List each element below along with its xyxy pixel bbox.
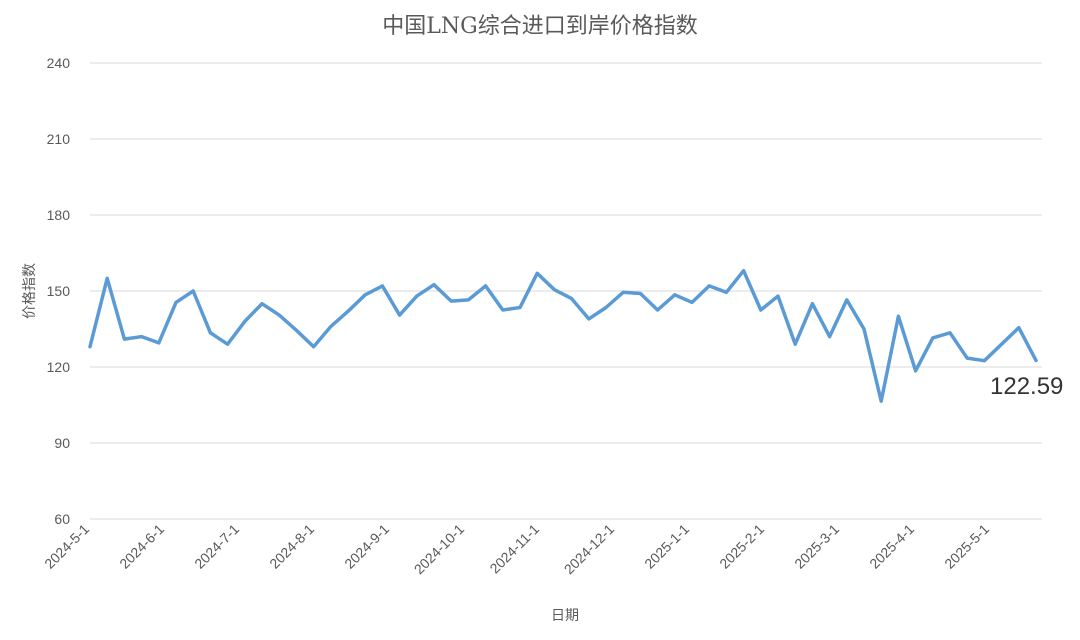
data-point (673, 293, 677, 297)
data-point (312, 345, 316, 349)
data-point (724, 290, 728, 294)
data-point (380, 284, 384, 288)
data-point (484, 284, 488, 288)
data-point (759, 308, 763, 312)
data-point (260, 302, 264, 306)
data-point (742, 269, 746, 273)
data-point (140, 335, 144, 339)
x-tick-label: 2024-8-1 (266, 521, 317, 572)
data-point (845, 298, 849, 302)
x-tick-label: 2025-1-1 (641, 521, 692, 572)
data-point (277, 313, 281, 317)
data-point (174, 300, 178, 304)
y-tick-label: 60 (54, 511, 70, 527)
last-value-label: 122.59 (990, 373, 1063, 400)
x-tick-label: 2025-2-1 (716, 521, 767, 572)
y-tick-label: 240 (47, 55, 71, 71)
data-point (1034, 358, 1038, 362)
data-point (363, 293, 367, 297)
data-point (621, 290, 625, 294)
data-point (466, 298, 470, 302)
data-point (501, 308, 505, 312)
data-point (810, 302, 814, 306)
data-point (776, 294, 780, 298)
data-point (879, 399, 883, 403)
x-axis-ticks: 2024-5-1 2024-6-1 2024-7-1 2024-8-1 2024-9-1… (41, 521, 992, 578)
data-point (896, 314, 900, 318)
x-tick-label: 2024-9-1 (341, 521, 392, 572)
data-point (587, 317, 591, 321)
data-point (88, 345, 92, 349)
x-tick-label: 2025-3-1 (791, 521, 842, 572)
x-tick-label: 2024-12-1 (561, 521, 618, 578)
data-point (105, 276, 109, 280)
x-axis-title: 日期 (551, 608, 579, 624)
series-line (88, 268, 1038, 403)
data-point (1000, 342, 1004, 346)
data-point (415, 294, 419, 298)
data-point (535, 271, 539, 275)
y-axis-ticks: 60 90 120 150 180 210 240 (47, 55, 71, 527)
data-point (226, 342, 230, 346)
data-point (208, 331, 212, 335)
x-tick-label: 2024-7-1 (191, 521, 242, 572)
data-point (656, 308, 660, 312)
data-point (982, 359, 986, 363)
data-point (604, 305, 608, 309)
data-point (449, 299, 453, 303)
data-point (432, 283, 436, 287)
data-point (690, 300, 694, 304)
x-tick-label: 2024-5-1 (41, 521, 92, 572)
data-point (707, 284, 711, 288)
x-tick-label: 2024-10-1 (411, 521, 468, 578)
data-point (638, 292, 642, 296)
series-layer (88, 268, 1038, 403)
data-point (346, 309, 350, 313)
y-tick-label: 90 (54, 435, 70, 451)
data-point (948, 331, 952, 335)
data-point (965, 356, 969, 360)
x-tick-label: 2025-4-1 (866, 521, 917, 572)
y-tick-label: 150 (47, 283, 71, 299)
y-tick-label: 210 (47, 131, 71, 147)
data-point (191, 289, 195, 293)
gridlines (90, 62, 1042, 520)
data-point (828, 335, 832, 339)
data-point (1017, 326, 1021, 330)
y-tick-label: 120 (47, 359, 71, 375)
x-tick-label: 2025-5-1 (941, 521, 992, 572)
data-point (398, 313, 402, 317)
data-point (552, 288, 556, 292)
data-point (862, 327, 866, 331)
data-point (157, 341, 161, 345)
data-point (122, 337, 126, 341)
x-tick-label: 2024-11-1 (486, 521, 542, 577)
data-point (329, 324, 333, 328)
data-point (914, 369, 918, 373)
chart-title: 中国LNG综合进口到岸价格指数 (382, 14, 697, 39)
y-axis-title: 价格指数 (22, 263, 38, 319)
data-point (570, 297, 574, 301)
data-point (518, 305, 522, 309)
data-point (294, 328, 298, 332)
data-point (243, 319, 247, 323)
data-point (931, 336, 935, 340)
data-point (793, 342, 797, 346)
x-tick-label: 2024-6-1 (116, 521, 167, 572)
y-tick-label: 180 (47, 207, 71, 223)
